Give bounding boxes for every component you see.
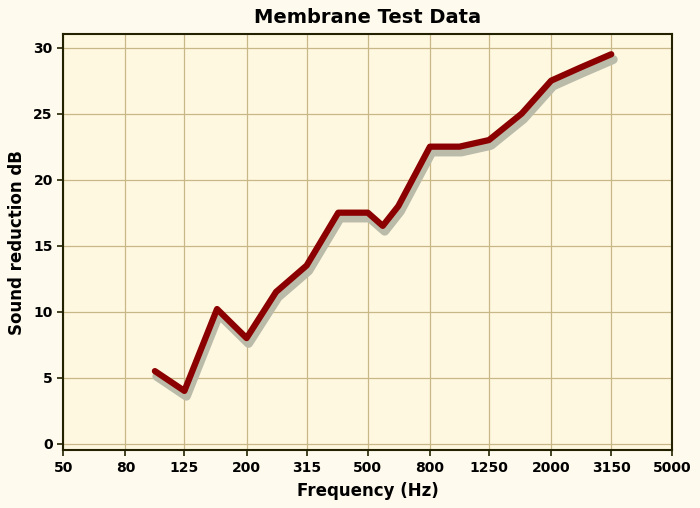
X-axis label: Frequency (Hz): Frequency (Hz) xyxy=(297,482,439,500)
Title: Membrane Test Data: Membrane Test Data xyxy=(254,8,482,27)
Y-axis label: Sound reduction dB: Sound reduction dB xyxy=(8,150,27,335)
